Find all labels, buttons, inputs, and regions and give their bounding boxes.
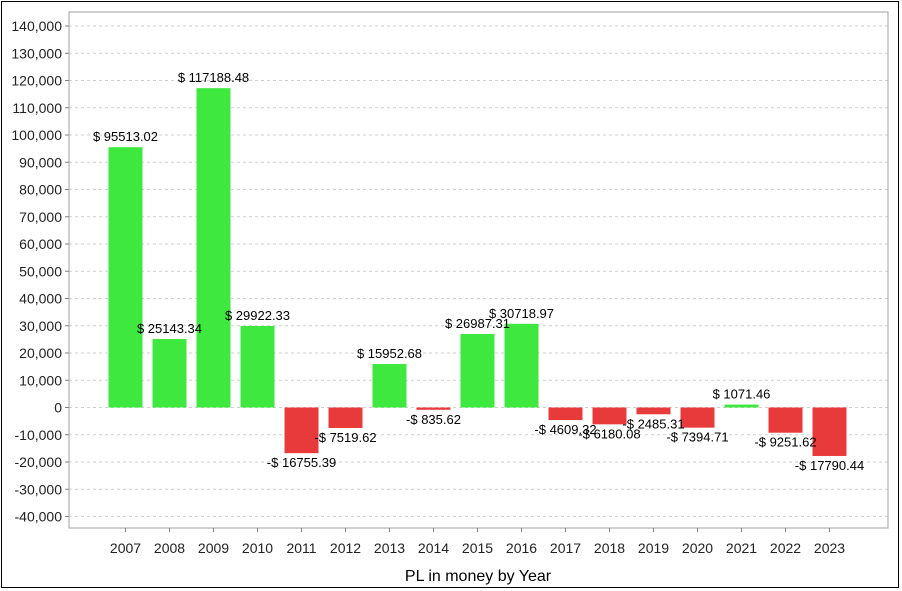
x-axis-ticks: 2007 2008 2009 2010 2011 2012 2013 2014 2015 2016…: [110, 528, 845, 556]
y-tick-label: -40,000: [15, 509, 63, 525]
y-tick-label: 30,000: [19, 318, 62, 334]
y-tick-label: 130,000: [11, 45, 62, 61]
bar-2016: [504, 323, 539, 408]
y-tick-label: 60,000: [19, 236, 62, 252]
data-label-2008: $ 25143.34: [137, 321, 202, 336]
x-tick-label: 2007: [110, 540, 141, 556]
x-tick-label: 2012: [330, 540, 361, 556]
y-tick-label: 70,000: [19, 209, 62, 225]
data-label-2009: $ 117188.48: [178, 70, 249, 85]
x-tick-label: 2020: [682, 540, 713, 556]
data-labels: $ 95513.02 $ 25143.34 $ 117188.48 $ 29922.3…: [93, 70, 864, 473]
bar-2008: [152, 338, 187, 408]
x-tick-label: 2022: [770, 540, 801, 556]
x-tick-label: 2017: [550, 540, 581, 556]
y-tick-label: 140,000: [11, 18, 62, 34]
y-tick-label: 0: [54, 400, 62, 416]
bar-2019: [636, 407, 671, 415]
y-tick-label: -30,000: [15, 481, 63, 497]
bars: [108, 88, 847, 456]
x-tick-label: 2023: [814, 540, 845, 556]
bar-2018: [592, 407, 627, 425]
bar-2022: [768, 407, 803, 433]
data-label-2020: -$ 7394.71: [666, 430, 728, 445]
y-tick-label: 20,000: [19, 345, 62, 361]
data-label-2014: -$ 835.62: [406, 412, 461, 427]
x-tick-label: 2016: [506, 540, 537, 556]
x-tick-label: 2013: [374, 540, 405, 556]
bar-2007: [108, 147, 143, 408]
bar-2017: [548, 407, 583, 421]
bar-2011: [284, 407, 319, 454]
plot-area: [68, 11, 889, 529]
x-tick-label: 2010: [242, 540, 273, 556]
data-label-2011: -$ 16755.39: [267, 455, 336, 470]
x-axis-label: PL in money by Year: [405, 568, 552, 585]
y-axis-ticks: 140,000 130,000 120,000 110,000 100,000 90,00…: [11, 18, 69, 525]
data-label-2019: -$ 2485.31: [622, 416, 684, 431]
y-tick-label: 100,000: [11, 127, 62, 143]
y-tick-label: 80,000: [19, 182, 62, 198]
bar-2009: [196, 88, 231, 408]
bar-2015: [460, 333, 495, 408]
x-tick-label: 2021: [726, 540, 757, 556]
data-label-2023: -$ 17790.44: [795, 458, 864, 473]
x-tick-label: 2014: [418, 540, 449, 556]
x-tick-label: 2019: [638, 540, 669, 556]
data-label-2018: -$ 6180.08: [578, 426, 640, 441]
data-label-2007: $ 95513.02: [93, 129, 158, 144]
y-tick-label: 110,000: [12, 100, 62, 116]
x-tick-label: 2011: [286, 540, 316, 556]
bar-2010: [240, 325, 275, 408]
data-label-2013: $ 15952.68: [357, 346, 422, 361]
bar-2012: [328, 407, 363, 428]
x-tick-label: 2018: [594, 540, 625, 556]
bar-2023: [812, 407, 847, 456]
y-tick-label: 120,000: [11, 73, 62, 89]
y-tick-label: 40,000: [19, 291, 62, 307]
data-label-2021: $ 1071.46: [713, 387, 771, 402]
data-label-2012: -$ 7519.62: [314, 430, 376, 445]
data-label-2017: -$ 4609.32: [534, 422, 596, 437]
data-label-2016: $ 30718.97: [489, 306, 554, 321]
bar-2020: [680, 407, 715, 428]
y-tick-label: 50,000: [19, 263, 62, 279]
bar-2021: [724, 404, 759, 408]
x-tick-label: 2015: [462, 540, 493, 556]
x-tick-label: 2008: [154, 540, 185, 556]
y-tick-label: 90,000: [19, 154, 62, 170]
bar-2013: [372, 364, 407, 408]
y-tick-label: 10,000: [19, 372, 62, 388]
data-label-2022: -$ 9251.62: [754, 435, 816, 450]
bar-2014: [416, 407, 451, 410]
y-tick-label: -20,000: [15, 454, 63, 470]
y-tick-label: -10,000: [15, 427, 63, 443]
x-tick-label: 2009: [198, 540, 229, 556]
data-label-2015: $ 26987.31: [445, 316, 510, 331]
data-label-2010: $ 29922.33: [225, 308, 290, 323]
